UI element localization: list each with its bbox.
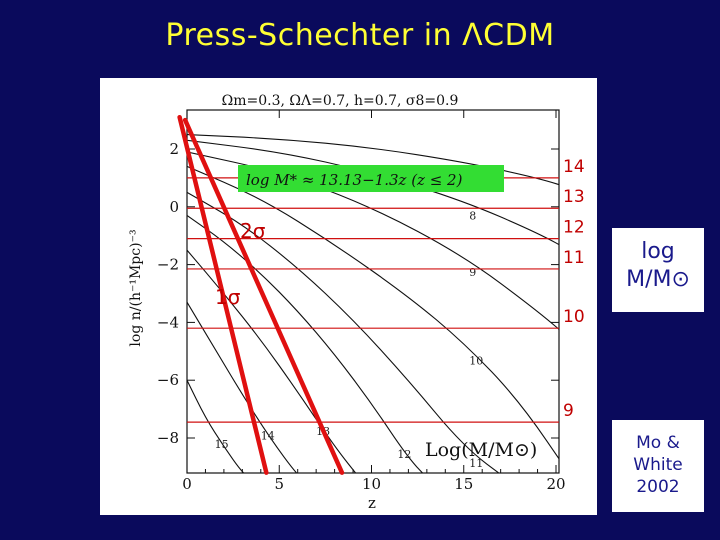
- credit-line-1: Mo &: [636, 433, 680, 453]
- figure-panel: Ωm=0.3, ΩΛ=0.7, h=0.7, σ8=0.9 0 5 10 15 20 2 0…: [100, 78, 597, 515]
- credit-box: Mo & White 2002: [612, 420, 704, 512]
- mass-curves: 789101112131415: [187, 134, 559, 473]
- x-axis-label: z: [368, 494, 376, 512]
- y-tick-label: 0: [169, 198, 179, 216]
- curve-label-8: 8: [469, 209, 476, 222]
- y-tick-label: −2: [157, 256, 179, 274]
- formula-box: [238, 165, 504, 192]
- x-tick-label: 5: [274, 475, 284, 493]
- curve-14: [187, 301, 298, 473]
- chart-title: Ωm=0.3, ΩΛ=0.7, h=0.7, σ8=0.9: [222, 93, 459, 109]
- curve-label-12: 12: [397, 448, 411, 461]
- threshold-label-10: 10: [563, 307, 585, 327]
- curve-label-11: 11: [469, 457, 483, 470]
- curve-label-15: 15: [215, 438, 229, 451]
- x-tick-label: 10: [362, 475, 381, 493]
- curve-15: [187, 379, 245, 473]
- formula-text: log M* ≈ 13.13−1.3z (z ≤ 2): [246, 171, 463, 189]
- curve-10: [187, 165, 559, 460]
- credit-line-3: 2002: [636, 477, 680, 497]
- curve-label-10: 10: [469, 354, 483, 367]
- credit-line-2: White: [633, 455, 683, 475]
- x-tick-label: 20: [546, 475, 565, 493]
- legend-line-2: M/M⊙: [626, 267, 690, 292]
- threshold-label-14: 14: [563, 157, 585, 177]
- y-tick-label: 2: [169, 140, 179, 158]
- plot-frame: [186, 109, 560, 474]
- threshold-label-12: 12: [563, 218, 585, 238]
- y-tick-label: −4: [157, 313, 179, 331]
- curve-13: [187, 249, 357, 473]
- legend-box: log M/M⊙: [612, 228, 704, 312]
- x-tick-label: 15: [454, 475, 473, 493]
- corner-label: Log(M/M⊙): [425, 439, 537, 461]
- sigma-line-2: [182, 117, 345, 475]
- sigma-lines: [177, 114, 345, 475]
- sigma-label-1: 1σ: [215, 285, 241, 309]
- threshold-label-13: 13: [563, 187, 585, 207]
- threshold-label-11: 11: [563, 248, 585, 268]
- curve-7: [187, 134, 559, 186]
- curve-label-14: 14: [261, 430, 275, 443]
- curve-11: [187, 191, 500, 473]
- sigma-label-2: 2σ: [240, 219, 266, 243]
- y-tick-label: −8: [157, 429, 179, 447]
- y-axis-label: log n/(h⁻¹Mpc)⁻³: [128, 229, 144, 346]
- slide-title: Press-Schechter in ΛCDM: [165, 18, 555, 53]
- x-tick-label: 0: [182, 475, 192, 493]
- chart-svg: Ωm=0.3, ΩΛ=0.7, h=0.7, σ8=0.9 0 5 10 15 2020…: [128, 93, 585, 512]
- y-tick-label: −6: [157, 371, 179, 389]
- curve-label-9: 9: [469, 266, 476, 279]
- curve-9: [187, 151, 559, 331]
- threshold-label-9: 9: [563, 401, 574, 421]
- legend-line-1: log: [641, 239, 675, 264]
- threshold-lines: 14 13 12 11 10 9: [187, 157, 585, 423]
- sigma-line-1: [177, 114, 269, 475]
